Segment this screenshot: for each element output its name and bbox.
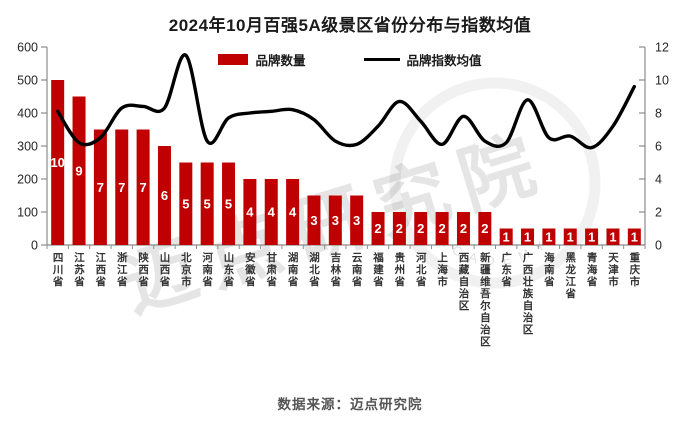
bar-云南省 bbox=[350, 195, 364, 245]
bar-山西省 bbox=[157, 146, 171, 245]
bar-value-label: 4 bbox=[268, 205, 276, 220]
y-left-tick-label: 500 bbox=[17, 74, 38, 88]
chart-title: 2024年10月百强5A级景区省份分布与指数均值 bbox=[168, 16, 532, 35]
bar-value-label: 1 bbox=[567, 229, 574, 244]
source-note: 数据来源：迈点研究院 bbox=[277, 397, 423, 412]
bar-value-label: 1 bbox=[524, 229, 531, 244]
y-right-tick-label: 0 bbox=[655, 239, 662, 253]
bar-陕西省 bbox=[136, 129, 150, 245]
bar-value-label: 1 bbox=[588, 229, 595, 244]
bar-value-label: 2 bbox=[460, 221, 467, 236]
bar-贵州省 bbox=[392, 212, 406, 245]
bar-四川省 bbox=[51, 80, 65, 245]
bar-value-label: 7 bbox=[118, 180, 125, 195]
y-left-tick-label: 0 bbox=[31, 239, 38, 253]
bar-江苏省 bbox=[72, 96, 86, 245]
bar-青海省 bbox=[585, 228, 599, 245]
bar-value-label: 1 bbox=[631, 229, 638, 244]
trend-line bbox=[55, 53, 637, 150]
bar-value-label: 9 bbox=[75, 163, 82, 178]
bar-北京市 bbox=[179, 162, 193, 245]
bar-河北省 bbox=[414, 212, 428, 245]
line-series-label: 品牌指数均值 bbox=[406, 54, 482, 68]
bar-value-label: 5 bbox=[182, 196, 189, 211]
legend-item-bar-series: 品牌数量 bbox=[218, 50, 306, 69]
legend: 品牌数量 品牌指数均值 bbox=[0, 50, 700, 69]
bar-湖北省 bbox=[307, 195, 321, 245]
y-left-tick-label: 300 bbox=[17, 140, 38, 154]
y-right-tick-label: 12 bbox=[655, 41, 669, 55]
bar-value-label: 2 bbox=[438, 221, 445, 236]
y-left-tick-label: 600 bbox=[17, 41, 38, 55]
bar-value-label: 5 bbox=[204, 196, 211, 211]
bar-value-label: 3 bbox=[332, 213, 339, 228]
y-right-tick-label: 4 bbox=[655, 173, 662, 187]
bar-湖南省 bbox=[286, 179, 300, 245]
bar-series-label: 品牌数量 bbox=[255, 54, 306, 68]
bar-value-label: 1 bbox=[545, 229, 552, 244]
y-right-tick-label: 2 bbox=[655, 206, 662, 220]
bar-重庆市 bbox=[627, 228, 641, 245]
legend-item-line-series: 品牌指数均值 bbox=[363, 50, 482, 69]
bar-value-label: 7 bbox=[139, 180, 146, 195]
bar-吉林省 bbox=[328, 195, 342, 245]
bar-上海市 bbox=[435, 212, 449, 245]
bar-西藏自治区 bbox=[456, 212, 470, 245]
bar-value-label: 10 bbox=[50, 155, 64, 170]
bar-安徽省 bbox=[243, 179, 257, 245]
bar-value-label: 2 bbox=[396, 221, 403, 236]
bar-value-label: 4 bbox=[246, 205, 254, 220]
bar-黑龙江省 bbox=[563, 228, 577, 245]
bar-value-label: 1 bbox=[503, 229, 510, 244]
bar-新疆维吾尔自治区 bbox=[478, 212, 492, 245]
bar-value-label: 2 bbox=[481, 221, 488, 236]
bar-江西省 bbox=[93, 129, 107, 245]
bar-value-label: 5 bbox=[225, 196, 232, 211]
line-series-swatch bbox=[363, 57, 400, 62]
y-right-tick-label: 8 bbox=[655, 107, 662, 121]
bar-value-label: 2 bbox=[417, 221, 424, 236]
bar-value-label: 2 bbox=[374, 221, 381, 236]
y-right-tick-label: 6 bbox=[655, 140, 662, 154]
bar-福建省 bbox=[371, 212, 385, 245]
bar-value-label: 7 bbox=[97, 180, 104, 195]
bar-山东省 bbox=[222, 162, 236, 245]
y-left-tick-label: 100 bbox=[17, 206, 38, 220]
y-left-tick-label: 200 bbox=[17, 173, 38, 187]
bar-天津市 bbox=[606, 228, 620, 245]
bar-广西壮族自治区 bbox=[521, 228, 535, 245]
bar-河南省 bbox=[200, 162, 214, 245]
watermark-ring bbox=[389, 77, 601, 289]
bar-广东省 bbox=[499, 228, 513, 245]
bar-海南省 bbox=[542, 228, 556, 245]
watermark-ring-text: ACADEMY bbox=[435, 232, 554, 268]
bar-浙江省 bbox=[115, 129, 129, 245]
bar-value-label: 4 bbox=[289, 205, 297, 220]
bar-甘肃省 bbox=[264, 179, 278, 245]
bar-value-label: 3 bbox=[353, 213, 360, 228]
y-right-tick-label: 10 bbox=[655, 74, 669, 88]
y-left-tick-label: 400 bbox=[17, 107, 38, 121]
bar-value-label: 6 bbox=[161, 188, 168, 203]
bar-value-label: 3 bbox=[310, 213, 317, 228]
bar-series-swatch bbox=[218, 54, 249, 65]
bar-value-label: 1 bbox=[609, 229, 616, 244]
